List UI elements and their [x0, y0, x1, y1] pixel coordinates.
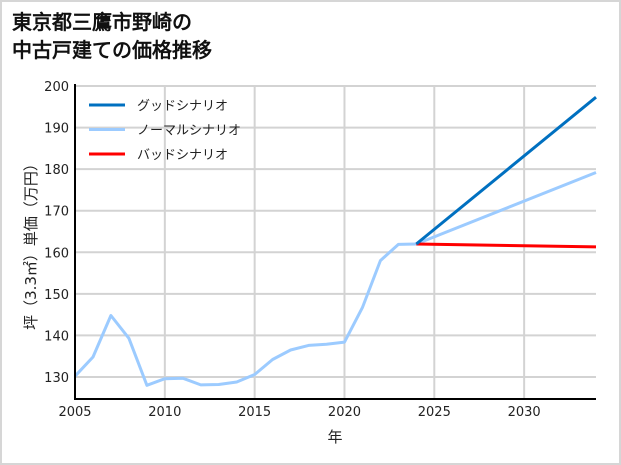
series-line: [416, 242, 597, 249]
legend-label: ノーマルシナリオ: [137, 124, 241, 139]
axes: [74, 84, 596, 400]
tick-labels: 130 140 150 160 170 180 190 200 2005 2010 2015 2020…: [44, 80, 541, 420]
gridlines: [75, 85, 596, 399]
y-tick-label: 150: [44, 288, 69, 303]
y-tick-label: 130: [44, 371, 69, 386]
x-tick-label: 2010: [148, 405, 181, 420]
x-tick-label: 2030: [508, 405, 541, 420]
x-tick-label: 2020: [328, 405, 361, 420]
x-tick-label: 2005: [58, 405, 91, 420]
x-axis-label: 年: [327, 428, 342, 446]
series-line: [73, 242, 417, 387]
data-series: [73, 96, 597, 387]
y-tick-label: 140: [44, 329, 69, 344]
y-tick-label: 180: [44, 163, 69, 178]
y-tick-label: 160: [44, 246, 69, 261]
chart-title-line1: 東京都三鷹市野崎の: [12, 10, 192, 34]
series-line: [415, 96, 597, 246]
chart-title: 東京都三鷹市野崎の 中古戸建ての価格推移: [12, 8, 212, 64]
y-axis-label: 坪（3.3㎡）単価（万円）: [22, 156, 40, 330]
chart-title-line2: 中古戸建ての価格推移: [12, 38, 212, 62]
series-line: [415, 171, 597, 246]
x-tick-label: 2025: [418, 405, 451, 420]
legend-label: グッドシナリオ: [137, 99, 228, 114]
y-tick-label: 190: [44, 122, 69, 137]
x-tick-label: 2015: [238, 405, 271, 420]
y-tick-label: 200: [44, 80, 69, 95]
y-tick-label: 170: [44, 205, 69, 220]
legend-label: バッドシナリオ: [137, 148, 228, 163]
